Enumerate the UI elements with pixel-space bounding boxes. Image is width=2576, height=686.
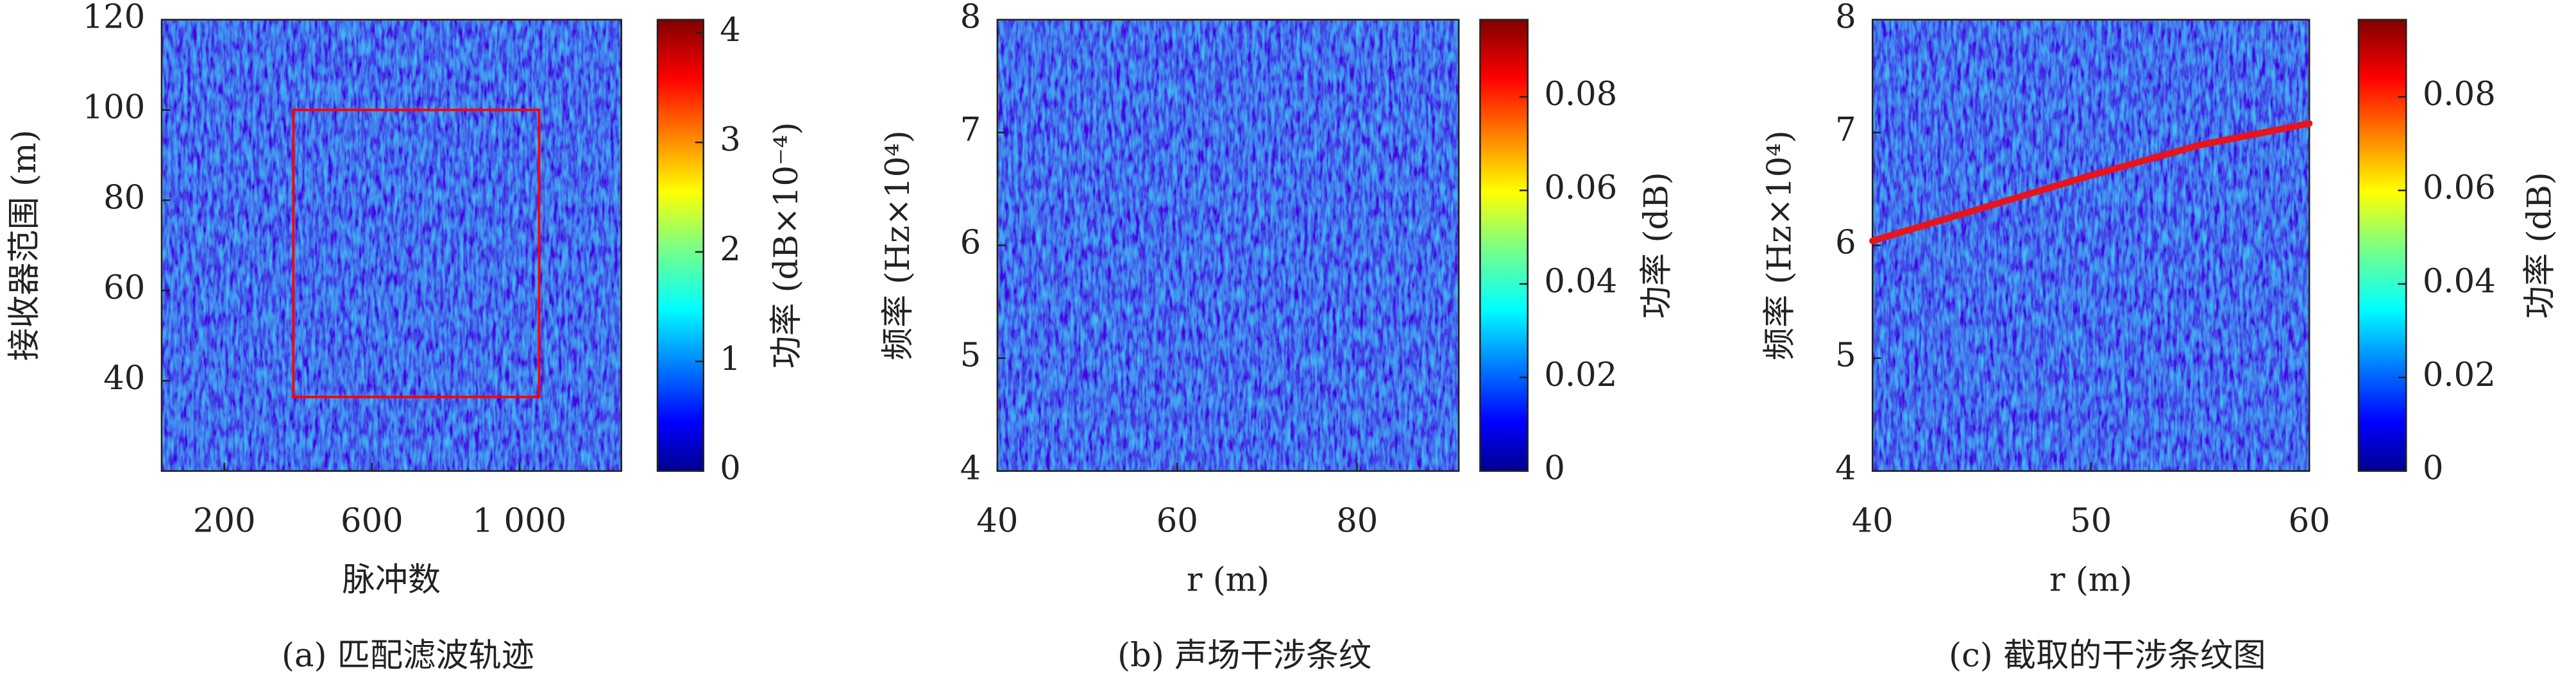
y-tick-label: 5 (1835, 337, 1856, 375)
colorbar-tick-label: 1 (720, 340, 741, 378)
colorbar-label: 功率 (dB) (1638, 172, 1676, 319)
colorbar (1479, 19, 1529, 472)
y-axis-label: 频率 (Hz×10⁴) (879, 130, 917, 360)
x-tick-label: 200 (193, 502, 256, 540)
y-tick-label: 7 (1835, 111, 1856, 149)
colorbar-tick-label: 0.02 (2423, 356, 2496, 394)
colorbar-tick-label: 0 (720, 449, 741, 488)
caption: (b) 声场干涉条纹 (1117, 636, 1371, 674)
y-axis-label: 频率 (Hz×10⁴) (1761, 130, 1799, 360)
y-tick-label: 4 (960, 449, 981, 488)
colorbar-tick-label: 4 (720, 11, 741, 49)
colorbar (656, 19, 704, 472)
colorbar-tick-label: 2 (720, 230, 741, 269)
y-tick-label: 120 (83, 0, 146, 37)
annotation-box (292, 108, 541, 399)
x-tick-label: 60 (1157, 502, 1198, 540)
colorbar-tick-label: 0.06 (1544, 169, 1617, 207)
y-tick-label: 8 (960, 0, 981, 37)
heatmap-texture (161, 19, 622, 471)
colorbar (2357, 19, 2407, 472)
colorbar-tick-label: 0.08 (1544, 75, 1617, 113)
y-tick-label: 5 (960, 337, 981, 375)
colorbar-tick-label: 0.02 (1544, 356, 1617, 394)
x-axis-label: r (m) (2049, 561, 2132, 599)
colorbar-tick-label: 0 (1544, 449, 1565, 488)
y-tick-label: 6 (1835, 224, 1856, 262)
y-tick-label: 40 (103, 359, 145, 397)
colorbar-tick-label: 0.06 (2423, 169, 2496, 207)
y-tick-label: 60 (103, 269, 145, 307)
colorbar-label: 功率 (dB) (2521, 172, 2559, 319)
heatmap-texture (1872, 19, 2310, 471)
x-axis-label: 脉冲数 (343, 561, 441, 599)
y-axis-label: 接收器范围 (m) (5, 130, 44, 361)
caption: (c) 截取的干涉条纹图 (1949, 636, 2266, 674)
x-tick-label: 40 (1852, 502, 1894, 540)
colorbar-tick-label: 0.04 (2423, 262, 2496, 301)
heatmap-texture (997, 19, 1459, 471)
colorbar-tick-label: 3 (720, 121, 741, 159)
y-tick-label: 4 (1835, 449, 1856, 488)
x-tick-label: 60 (2289, 502, 2330, 540)
colorbar-tick-label: 0.08 (2423, 75, 2496, 113)
y-tick-label: 100 (83, 88, 146, 127)
colorbar-label: 功率 (dB×10⁻⁴) (767, 122, 806, 369)
curve (1869, 120, 2313, 244)
y-tick-label: 6 (960, 224, 981, 262)
y-tick-label: 8 (1835, 0, 1856, 37)
caption: (a) 匹配滤波轨迹 (282, 636, 534, 674)
x-tick-label: 50 (2070, 502, 2112, 540)
colorbar-tick-label: 0 (2423, 449, 2444, 488)
colorbar-tick-label: 0.04 (1544, 262, 1617, 301)
y-tick-label: 80 (103, 178, 145, 217)
plot-frame (160, 19, 622, 472)
x-tick-label: 600 (341, 502, 403, 540)
x-tick-label: 40 (976, 502, 1018, 540)
x-axis-label: r (m) (1187, 561, 1269, 599)
x-tick-label: 80 (1336, 502, 1378, 540)
x-tick-label: 1 000 (473, 502, 567, 540)
y-tick-label: 7 (960, 111, 981, 149)
